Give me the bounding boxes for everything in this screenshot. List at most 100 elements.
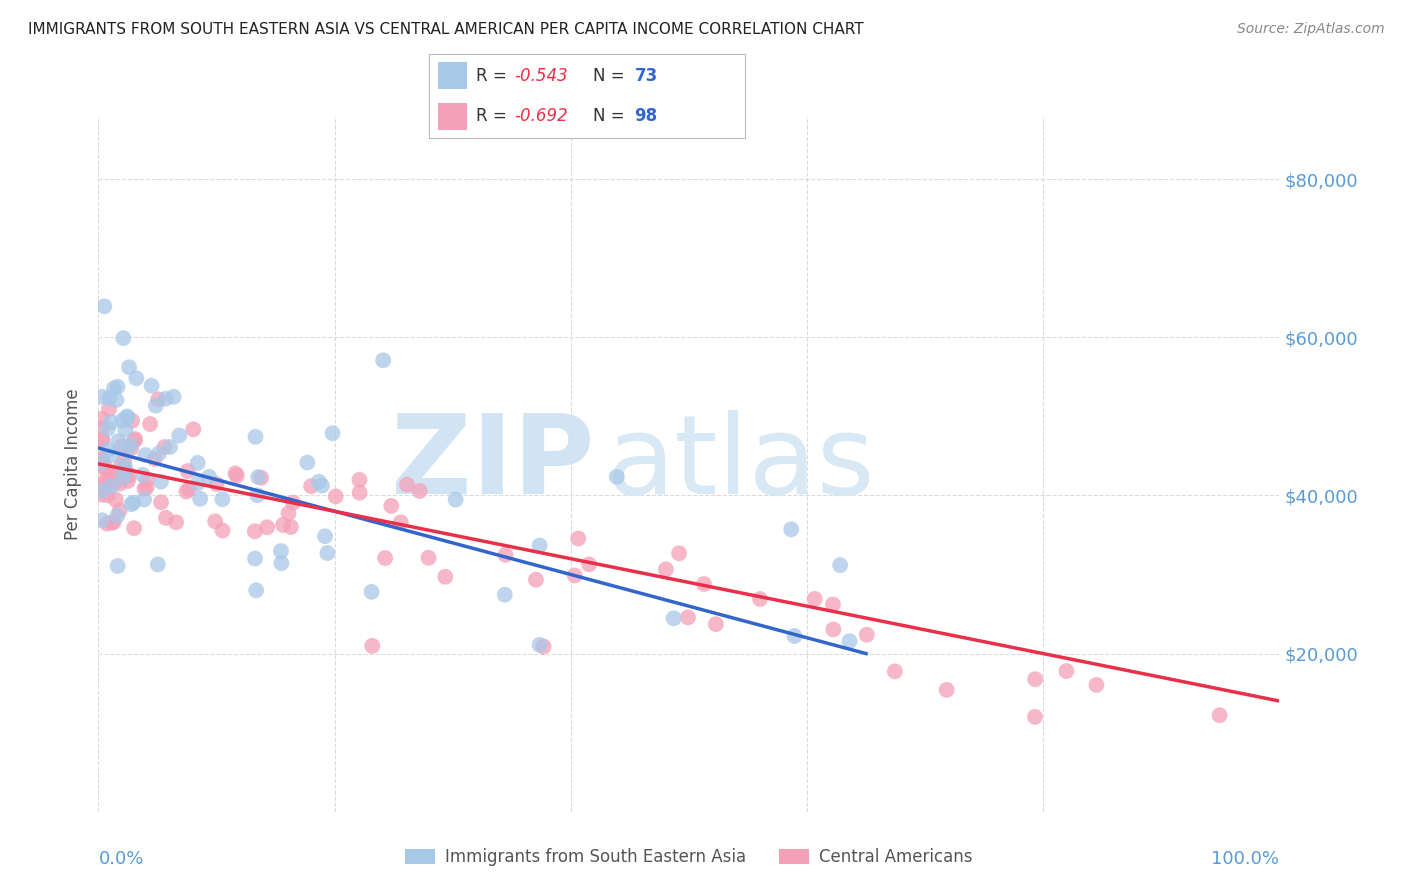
Point [112, 470, 135, 484]
Point [188, 491, 211, 506]
Point [134, 448, 156, 462]
Point [115, 464, 138, 478]
Point [91, 483, 114, 498]
Point [101, 448, 124, 462]
Point [176, 464, 198, 478]
Text: R =: R = [477, 67, 512, 85]
Point [103, 515, 125, 529]
Point [104, 472, 127, 486]
Point [821, 598, 844, 612]
Point [108, 503, 131, 517]
Point [578, 558, 600, 572]
Point [564, 568, 586, 582]
Point [115, 442, 138, 456]
Text: 98: 98 [634, 107, 658, 125]
Point [211, 492, 233, 507]
Point [117, 474, 139, 488]
Point [104, 475, 127, 489]
Point [165, 515, 187, 529]
Point [111, 466, 134, 480]
Point [134, 492, 156, 507]
Point [96, 516, 118, 531]
Point [838, 634, 860, 648]
Point [91, 411, 114, 425]
Point [91, 459, 114, 474]
Point [91, 390, 114, 404]
Point [245, 430, 267, 444]
Point [143, 452, 166, 467]
Text: 73: 73 [634, 67, 658, 85]
Point [114, 458, 136, 473]
Point [495, 548, 517, 562]
Point [108, 476, 131, 491]
Point [187, 476, 209, 491]
FancyBboxPatch shape [439, 62, 467, 89]
Point [418, 550, 440, 565]
Text: -0.692: -0.692 [515, 107, 568, 125]
Point [155, 511, 177, 525]
Point [97, 488, 120, 502]
Point [162, 390, 184, 404]
Text: N =: N = [593, 67, 630, 85]
Point [693, 577, 716, 591]
Point [529, 538, 551, 552]
Point [668, 546, 690, 560]
Point [111, 439, 134, 453]
Text: 100.0%: 100.0% [1212, 850, 1279, 868]
Point [606, 470, 628, 484]
Point [297, 456, 319, 470]
Point [134, 482, 156, 496]
Point [243, 551, 266, 566]
Point [155, 392, 177, 406]
Point [91, 451, 114, 466]
Point [803, 591, 825, 606]
Point [150, 495, 173, 509]
Point [830, 558, 852, 572]
Point [112, 469, 135, 483]
Point [115, 409, 138, 424]
Point [524, 573, 547, 587]
Point [101, 516, 124, 530]
Point [148, 392, 170, 407]
Point [316, 546, 339, 560]
Point [107, 558, 129, 573]
Point [243, 524, 266, 539]
Point [120, 438, 142, 452]
Point [91, 434, 114, 448]
Point [676, 610, 699, 624]
FancyBboxPatch shape [439, 103, 467, 130]
Point [146, 558, 169, 572]
Point [103, 381, 125, 395]
Point [780, 522, 803, 536]
Point [105, 392, 128, 407]
Point [198, 470, 221, 484]
Point [125, 371, 148, 385]
Text: 0.0%: 0.0% [98, 850, 143, 868]
Point [225, 468, 247, 483]
Point [94, 460, 117, 475]
Text: ZIP: ZIP [391, 410, 595, 517]
Point [494, 588, 516, 602]
Point [823, 623, 845, 637]
Point [380, 499, 402, 513]
Point [308, 475, 330, 489]
Point [97, 422, 120, 436]
Point [1024, 672, 1046, 686]
Point [434, 570, 457, 584]
Point [883, 665, 905, 679]
Text: Source: ZipAtlas.com: Source: ZipAtlas.com [1237, 22, 1385, 37]
Point [107, 380, 129, 394]
Point [349, 473, 371, 487]
Point [93, 299, 115, 313]
Point [533, 640, 555, 654]
Point [444, 492, 467, 507]
Point [704, 617, 727, 632]
Point [373, 353, 395, 368]
Point [281, 496, 304, 510]
Point [662, 611, 685, 625]
Point [211, 524, 233, 538]
Point [110, 459, 132, 474]
Legend: Immigrants from South Eastern Asia, Central Americans: Immigrants from South Eastern Asia, Cent… [398, 842, 980, 873]
Point [120, 441, 142, 455]
Y-axis label: Per Capita Income: Per Capita Income [65, 388, 83, 540]
